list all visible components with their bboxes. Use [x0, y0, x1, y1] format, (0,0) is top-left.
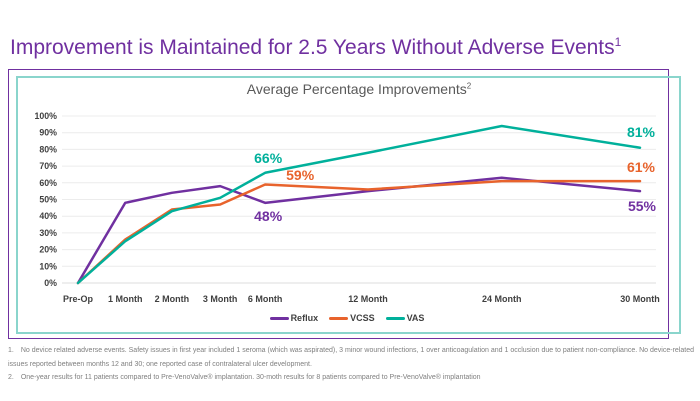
x-axis-tick-label: 3 Month	[203, 294, 238, 304]
footnote-1-text: No device related adverse events. Safety…	[8, 347, 694, 368]
legend-label-vcss: VCSS	[350, 313, 375, 323]
y-axis-tick-label: 10%	[39, 261, 57, 271]
footnote-1-number: 1.	[8, 347, 14, 354]
page-title: Improvement is Maintained for 2.5 Years …	[10, 31, 692, 59]
series-line-vcss	[76, 179, 642, 285]
chart-title-text: Average Percentage Improvements	[246, 81, 467, 97]
data-label-reflux-6-month: 48%	[254, 207, 283, 224]
chart-panel-border-purple	[8, 69, 669, 339]
data-label-vcss-6-month: 59%	[286, 167, 315, 184]
y-axis-tick-label: 60%	[39, 178, 57, 188]
series-line-reflux	[76, 176, 642, 285]
legend-swatch-vcss	[329, 316, 349, 320]
x-axis-tick-label: 24 Month	[482, 294, 522, 304]
legend-item-vcss: VCSS	[329, 313, 375, 323]
data-label-vas-30-month: 81%	[626, 123, 656, 140]
x-axis-tick-label: Pre-Op	[63, 294, 94, 304]
footnote-2-text: One-year results for 11 patients compare…	[20, 374, 481, 381]
legend-item-reflux: Reflux	[269, 313, 319, 323]
y-axis-tick-label: 50%	[39, 195, 57, 205]
series-line-vas	[76, 124, 642, 285]
y-axis-tick-label: 20%	[39, 245, 57, 255]
y-axis-tick-label: 0%	[44, 278, 57, 288]
chart-legend: Reflux VCSS VAS	[66, 311, 628, 325]
data-label-vcss-30-month: 61%	[626, 159, 656, 176]
legend-swatch-reflux	[269, 316, 289, 320]
page-title-text: Improvement is Maintained for 2.5 Years …	[10, 36, 615, 59]
x-axis-tick-label: 30 Month	[620, 294, 660, 304]
footnotes: 1. No device related adverse events. Safe…	[8, 344, 694, 385]
y-axis-tick-label: 90%	[39, 128, 57, 138]
x-axis-tick-label: 1 Month	[108, 294, 143, 304]
y-axis-tick-label: 30%	[39, 228, 57, 238]
y-axis-tick-label: 40%	[39, 211, 57, 221]
y-axis-tick-label: 100%	[35, 111, 58, 121]
footnote-2: 2. One-year results for 11 patients compa…	[8, 371, 694, 385]
x-axis-tick-label: 12 Month	[348, 294, 388, 304]
legend-label-reflux: Reflux	[290, 313, 319, 323]
data-label-reflux-30-month: 55%	[627, 198, 657, 215]
chart-title: Average Percentage Improvements2	[78, 81, 640, 97]
legend-item-vas: VAS	[385, 313, 425, 323]
footnote-1: 1. No device related adverse events. Safe…	[8, 344, 694, 371]
data-label-vas-6-month: 66%	[254, 149, 283, 166]
footnote-2-number: 2.	[8, 374, 14, 381]
chart-panel-border-teal	[16, 76, 681, 334]
legend-label-vas: VAS	[406, 313, 425, 323]
legend-swatch-vas	[385, 316, 405, 320]
y-axis-tick-label: 70%	[39, 161, 57, 171]
line-chart: 0% 10% 20% 30% 40% 50% 60% 70% 80% 90% 100% Pre-Op 1…	[35, 111, 660, 304]
page-title-superscript: 1	[614, 35, 622, 49]
x-axis-tick-label: 2 Month	[155, 294, 190, 304]
chart-title-superscript: 2	[466, 81, 472, 91]
x-axis-tick-label: 6 Month	[248, 294, 283, 304]
y-axis-tick-label: 80%	[39, 144, 57, 154]
